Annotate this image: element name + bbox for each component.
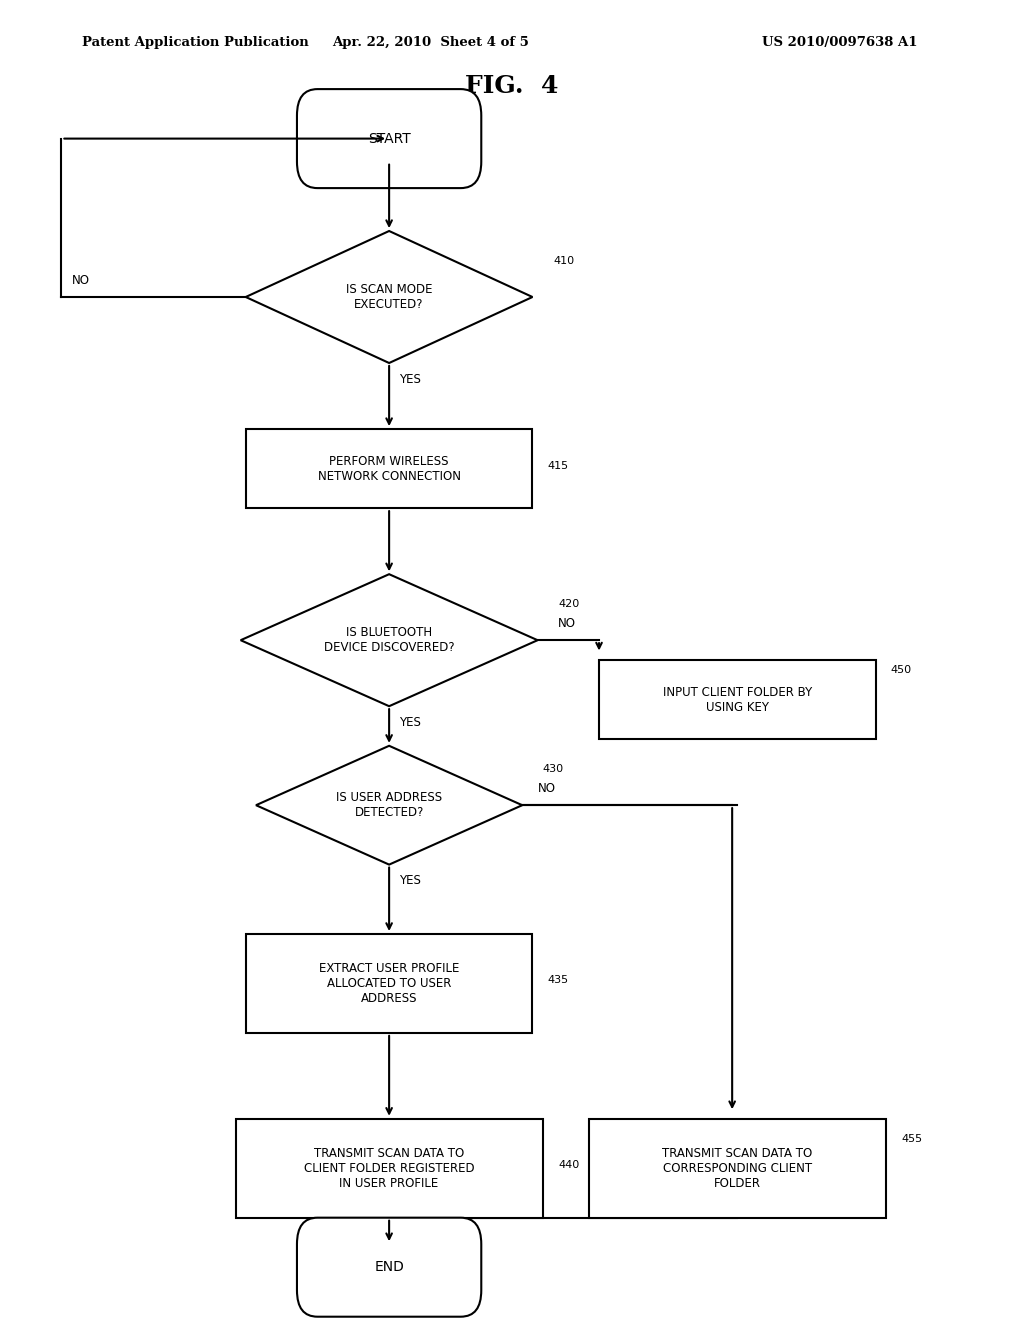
- Polygon shape: [241, 574, 538, 706]
- Text: 410: 410: [553, 256, 574, 267]
- Text: 430: 430: [543, 764, 564, 775]
- Text: YES: YES: [399, 372, 421, 385]
- Text: IS USER ADDRESS
DETECTED?: IS USER ADDRESS DETECTED?: [336, 791, 442, 820]
- FancyBboxPatch shape: [246, 935, 532, 1032]
- FancyBboxPatch shape: [297, 1217, 481, 1317]
- Text: NO: NO: [72, 273, 90, 286]
- Text: 420: 420: [558, 599, 580, 610]
- Text: TRANSMIT SCAN DATA TO
CLIENT FOLDER REGISTERED
IN USER PROFILE: TRANSMIT SCAN DATA TO CLIENT FOLDER REGI…: [304, 1147, 474, 1189]
- Polygon shape: [246, 231, 532, 363]
- Text: NO: NO: [558, 616, 577, 630]
- FancyBboxPatch shape: [246, 429, 532, 508]
- Text: 450: 450: [891, 665, 912, 676]
- Text: YES: YES: [399, 874, 421, 887]
- Text: EXTRACT USER PROFILE
ALLOCATED TO USER
ADDRESS: EXTRACT USER PROFILE ALLOCATED TO USER A…: [318, 962, 460, 1005]
- Text: TRANSMIT SCAN DATA TO
CORRESPONDING CLIENT
FOLDER: TRANSMIT SCAN DATA TO CORRESPONDING CLIE…: [663, 1147, 812, 1189]
- Text: 440: 440: [558, 1160, 580, 1171]
- Text: Apr. 22, 2010  Sheet 4 of 5: Apr. 22, 2010 Sheet 4 of 5: [332, 36, 528, 49]
- Text: YES: YES: [399, 715, 421, 729]
- Polygon shape: [256, 746, 522, 865]
- FancyBboxPatch shape: [599, 660, 876, 739]
- Text: Patent Application Publication: Patent Application Publication: [82, 36, 308, 49]
- Text: PERFORM WIRELESS
NETWORK CONNECTION: PERFORM WIRELESS NETWORK CONNECTION: [317, 454, 461, 483]
- FancyBboxPatch shape: [236, 1118, 543, 1217]
- Text: 435: 435: [548, 975, 569, 986]
- Text: FIG.  4: FIG. 4: [465, 74, 559, 98]
- Text: IS SCAN MODE
EXECUTED?: IS SCAN MODE EXECUTED?: [346, 282, 432, 312]
- Text: US 2010/0097638 A1: US 2010/0097638 A1: [762, 36, 918, 49]
- Text: END: END: [374, 1261, 404, 1274]
- Text: START: START: [368, 132, 411, 145]
- FancyBboxPatch shape: [297, 88, 481, 187]
- Text: IS BLUETOOTH
DEVICE DISCOVERED?: IS BLUETOOTH DEVICE DISCOVERED?: [324, 626, 455, 655]
- Text: INPUT CLIENT FOLDER BY
USING KEY: INPUT CLIENT FOLDER BY USING KEY: [663, 685, 812, 714]
- Text: 455: 455: [901, 1134, 923, 1144]
- Text: NO: NO: [538, 781, 556, 795]
- FancyBboxPatch shape: [589, 1118, 886, 1217]
- Text: 415: 415: [548, 461, 569, 471]
